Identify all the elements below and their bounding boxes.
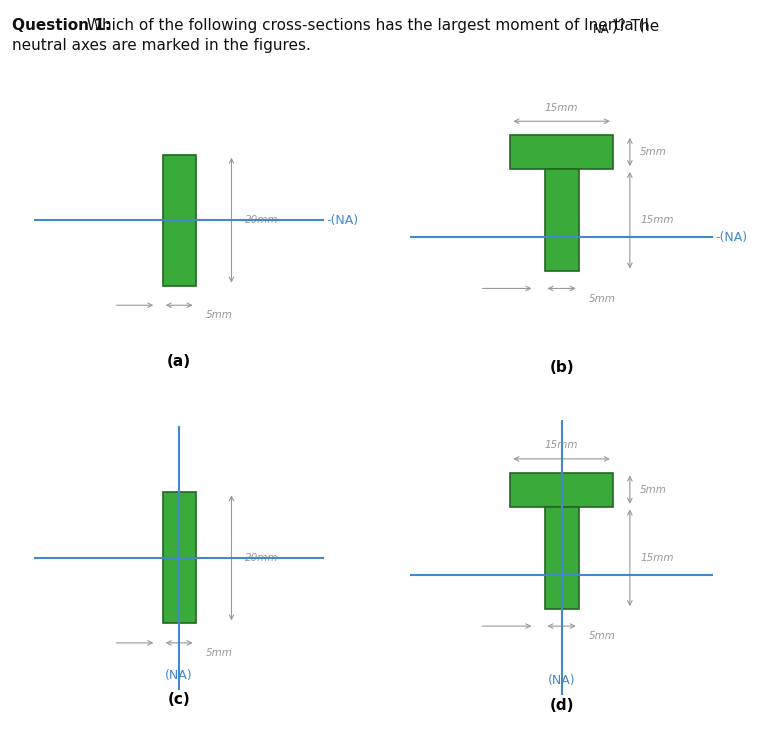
- Text: )? The: )? The: [612, 18, 659, 33]
- Text: 5mm: 5mm: [640, 484, 667, 495]
- Bar: [163, 493, 196, 623]
- Text: (NA): (NA): [548, 674, 576, 687]
- Text: -(NA): -(NA): [716, 230, 748, 244]
- Text: 20mm: 20mm: [245, 215, 278, 225]
- Text: 15mm: 15mm: [640, 215, 673, 225]
- Text: Question 1:: Question 1:: [12, 18, 111, 33]
- Text: NA: NA: [593, 23, 609, 36]
- Text: (b): (b): [549, 360, 574, 375]
- Bar: [511, 135, 613, 169]
- Text: (d): (d): [550, 698, 574, 713]
- Text: 15mm: 15mm: [545, 103, 579, 112]
- Text: 5mm: 5mm: [589, 631, 615, 642]
- Bar: [544, 169, 579, 272]
- Text: 5mm: 5mm: [640, 147, 667, 157]
- Text: Which of the following cross-sections has the largest moment of Inertia (I: Which of the following cross-sections ha…: [82, 18, 649, 33]
- Text: 15mm: 15mm: [545, 440, 579, 450]
- Text: (NA): (NA): [165, 669, 193, 682]
- Bar: [163, 155, 196, 286]
- Text: 5mm: 5mm: [206, 310, 232, 320]
- Bar: [511, 473, 613, 506]
- Text: neutral axes are marked in the figures.: neutral axes are marked in the figures.: [12, 38, 310, 53]
- Text: -(NA): -(NA): [326, 214, 358, 227]
- Text: (a): (a): [167, 355, 192, 369]
- Bar: [544, 506, 579, 609]
- Text: 20mm: 20mm: [245, 553, 278, 563]
- Text: (c): (c): [168, 692, 191, 707]
- Text: 5mm: 5mm: [206, 647, 232, 658]
- Text: 15mm: 15mm: [640, 553, 673, 563]
- Text: 5mm: 5mm: [589, 294, 615, 304]
